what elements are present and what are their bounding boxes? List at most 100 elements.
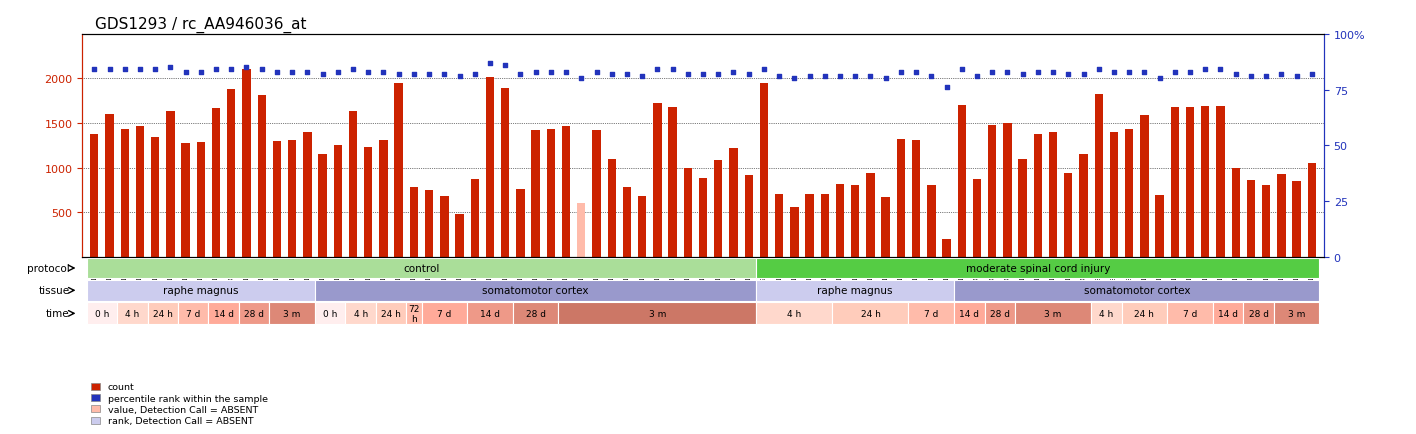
Bar (1262, 186, 1270, 257)
Point (84, 67, 106, 74)
Bar (136, 126, 144, 257)
Point (1286, 73, 1308, 80)
Text: 24 h: 24 h (381, 309, 401, 318)
Bar (86, 280, 314, 301)
Point (280, 69, 303, 76)
Bar (1049, 133, 1058, 257)
Point (190, 69, 212, 76)
Bar (287, 141, 296, 257)
Bar (912, 141, 920, 257)
Bar (851, 185, 860, 257)
Bar (197, 142, 205, 257)
Point (251, 67, 273, 74)
Bar (1121, 302, 1167, 325)
Text: 24 h: 24 h (153, 309, 173, 318)
Point (524, 69, 547, 76)
Bar (1167, 302, 1214, 325)
Text: tissue: tissue (38, 286, 69, 296)
Bar (775, 195, 783, 257)
Point (357, 69, 379, 76)
Bar (745, 175, 753, 257)
Bar (517, 190, 524, 257)
Bar (1079, 155, 1087, 257)
Bar (607, 159, 616, 257)
Point (616, 71, 639, 78)
Point (632, 73, 654, 80)
Bar (409, 188, 418, 257)
Bar (314, 280, 756, 301)
Bar (1277, 174, 1286, 257)
Text: 4 h: 4 h (125, 309, 139, 318)
Point (418, 71, 440, 78)
Bar (166, 111, 174, 257)
Point (129, 67, 152, 74)
Bar (1015, 302, 1092, 325)
Point (585, 69, 607, 76)
Bar (756, 258, 1320, 279)
Point (1239, 73, 1262, 80)
Point (752, 67, 775, 74)
Point (722, 69, 745, 76)
Bar (1155, 196, 1164, 257)
Bar (1110, 133, 1119, 257)
Bar (1214, 302, 1243, 325)
Point (828, 73, 851, 80)
Text: 4 h: 4 h (354, 309, 368, 318)
Point (767, 73, 790, 80)
Point (677, 71, 700, 78)
Bar (653, 104, 661, 257)
Text: raphe magnus: raphe magnus (163, 286, 238, 296)
Text: 4 h: 4 h (1099, 309, 1113, 318)
Point (1270, 71, 1293, 78)
Point (1148, 76, 1171, 83)
Point (844, 73, 867, 80)
Bar (984, 302, 1015, 325)
Point (799, 73, 821, 80)
Point (266, 69, 289, 76)
Text: 7 d: 7 d (185, 309, 201, 318)
Bar (729, 149, 738, 257)
Bar (346, 302, 375, 325)
Point (235, 65, 258, 72)
Bar (395, 84, 404, 257)
Bar (756, 280, 954, 301)
Text: protocol: protocol (27, 263, 69, 273)
Bar (422, 302, 467, 325)
Text: 3 m: 3 m (283, 309, 300, 318)
Point (1103, 69, 1126, 76)
Bar (867, 174, 875, 257)
Bar (118, 302, 147, 325)
Point (463, 71, 486, 78)
Point (1194, 67, 1216, 74)
Text: 14 d: 14 d (480, 309, 500, 318)
Bar (147, 302, 178, 325)
Bar (973, 180, 981, 257)
Bar (86, 258, 756, 279)
Point (1164, 69, 1187, 76)
Bar (178, 302, 208, 325)
Bar (334, 146, 343, 257)
Bar (152, 138, 160, 257)
Bar (212, 108, 221, 257)
Bar (91, 135, 99, 257)
Bar (1140, 116, 1148, 257)
Point (1087, 67, 1110, 74)
Bar (700, 179, 707, 257)
Bar (501, 89, 510, 257)
Text: 7 d: 7 d (925, 309, 939, 318)
Point (889, 69, 912, 76)
Point (935, 85, 957, 92)
Bar (208, 302, 239, 325)
Bar (440, 197, 449, 257)
Text: 3 m: 3 m (649, 309, 666, 318)
Point (874, 76, 896, 83)
Bar (684, 168, 692, 257)
Point (1117, 69, 1140, 76)
Bar (273, 141, 282, 257)
Bar (943, 240, 950, 257)
Point (296, 69, 319, 76)
Bar (1307, 164, 1315, 257)
Bar (760, 84, 767, 257)
Point (494, 62, 517, 69)
Bar (1185, 108, 1194, 257)
